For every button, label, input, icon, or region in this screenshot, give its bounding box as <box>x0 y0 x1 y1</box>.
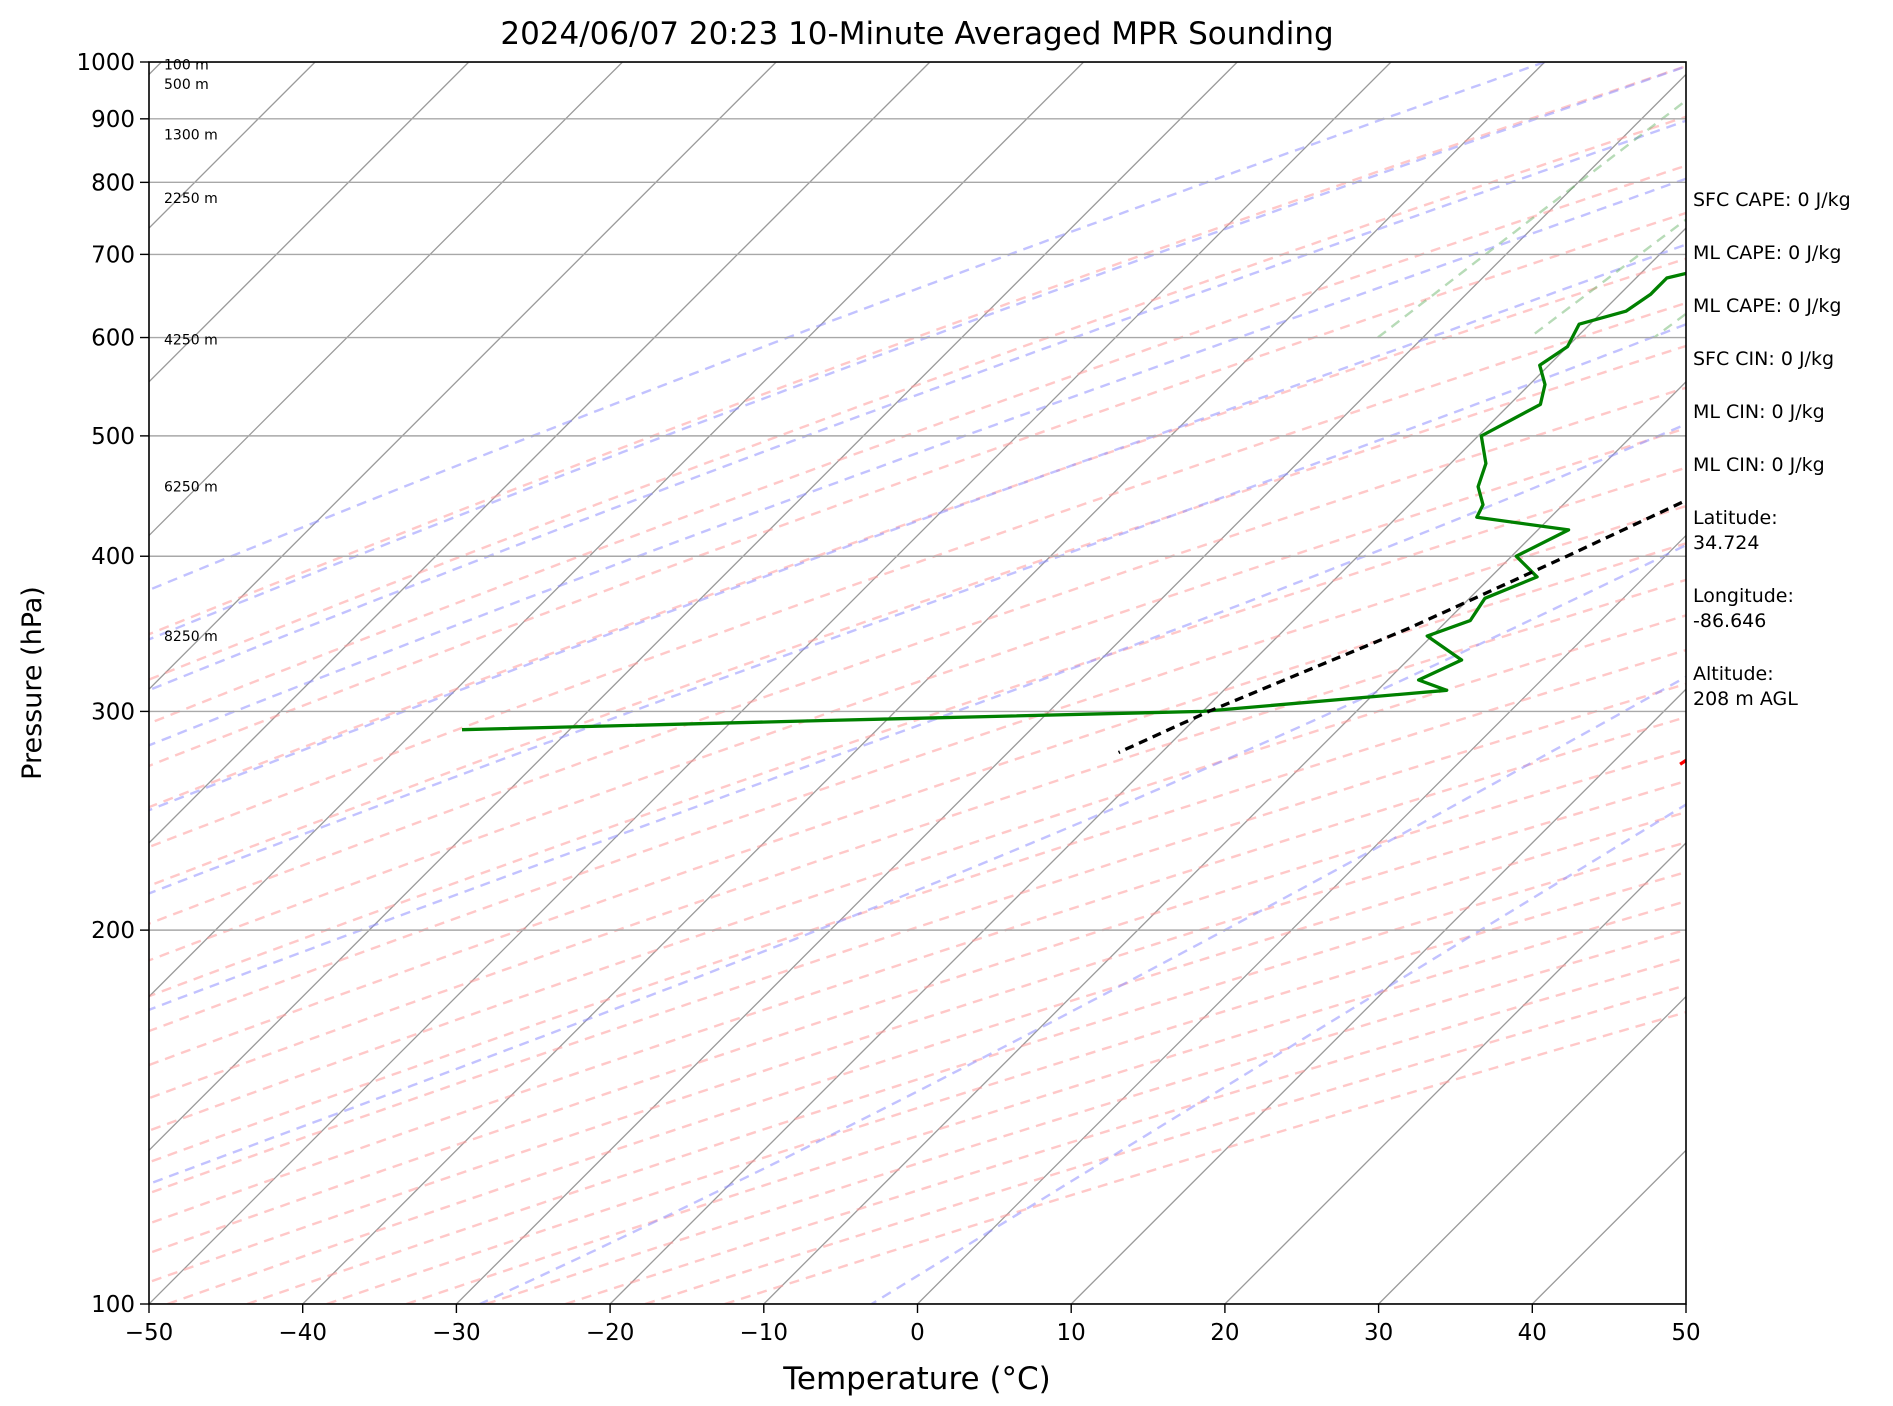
dry-adiabat-line <box>149 466 1686 998</box>
isotherm-line <box>455 73 1686 1304</box>
dry-adiabat-line <box>149 614 1686 1132</box>
height-labels: 8250 m 6250 m 4250 m 2250 m 1300 m 500 m 100 m <box>164 58 218 645</box>
dry-adiabat-line <box>149 211 1686 768</box>
stat-ml-cin: ML CIN: 0 J/kg <box>1693 401 1825 423</box>
mixing-ratio-line <box>1528 218 1686 339</box>
height-label: 2250 m <box>164 191 218 207</box>
stat-sfc-cin: SFC CIN: 0 J/kg <box>1693 348 1835 370</box>
pressure-grid <box>149 62 1686 1304</box>
chart-title: 2024/06/07 20:23 10-Minute Averaged MPR … <box>500 16 1333 52</box>
x-tick-label: −10 <box>740 1320 789 1346</box>
height-label: 500 m <box>164 77 209 93</box>
stat-ml-cin-2: ML CIN: 0 J/kg <box>1693 454 1825 476</box>
dry-adiabat-line <box>149 257 1686 809</box>
y-tick-label: 200 <box>91 918 135 944</box>
stats-panel: SFC CAPE: 0 J/kg ML CAPE: 0 J/kg ML CAPE… <box>1693 188 1888 740</box>
dry-adiabat-line <box>149 779 1686 1284</box>
y-axis-ticks: 100 200 300 400 500 600 700 800 900 1000 <box>76 50 149 1318</box>
x-tick-label: 10 <box>1057 1320 1086 1346</box>
isotherm-line <box>149 62 623 537</box>
isotherm-line <box>149 62 1392 1304</box>
moist-adiabat-line <box>149 119 1686 692</box>
x-tick-label: 40 <box>1518 1320 1547 1346</box>
x-tick-label: 20 <box>1210 1320 1239 1346</box>
stat-ml-cape: ML CAPE: 0 J/kg <box>1693 242 1842 264</box>
dry-adiabat-line <box>149 164 1686 725</box>
sounding-profiles <box>461 271 1686 766</box>
height-label: 8250 m <box>164 629 218 645</box>
stat-sfc-cape: SFC CAPE: 0 J/kg <box>1693 189 1851 211</box>
stat-altitude: Altitude: 208 m AGL <box>1693 663 1798 710</box>
isotherm-line <box>609 227 1686 1304</box>
dry-adiabat-line <box>149 301 1686 849</box>
dry-adiabat-line <box>149 344 1686 888</box>
isotherm-line <box>917 534 1686 1304</box>
height-label: 100 m <box>164 58 209 74</box>
isotherm-line <box>1070 688 1686 1304</box>
isotherm-line <box>1378 995 1686 1304</box>
moist-adiabat-line <box>149 422 1686 1012</box>
moist-adiabat-line <box>149 177 1686 747</box>
isotherm-line <box>149 62 931 844</box>
dry-adiabat-line <box>149 386 1686 925</box>
stat-longitude: Longitude: -86.646 <box>1693 585 1794 632</box>
height-label: 4250 m <box>164 332 218 348</box>
background-reference-lines <box>0 62 1686 1304</box>
isotherm-line <box>149 62 1085 998</box>
parcel-profile <box>1117 498 1686 755</box>
dewpoint-profile <box>461 271 1686 732</box>
isotherm-line <box>763 380 1686 1304</box>
y-tick-label: 400 <box>91 544 135 570</box>
moist-adiabat-line <box>149 65 1686 641</box>
x-tick-label: 0 <box>910 1320 925 1346</box>
dry-adiabat-line <box>149 715 1686 1225</box>
y-tick-label: 600 <box>91 326 135 352</box>
height-label: 1300 m <box>164 128 218 144</box>
dry-adiabat-line <box>149 64 1686 636</box>
y-tick-label: 100 <box>91 1292 135 1318</box>
moist-adiabat-line <box>149 243 1686 812</box>
x-tick-label: −30 <box>432 1320 481 1346</box>
stat-ml-cape-2: ML CAPE: 0 J/kg <box>1693 295 1842 317</box>
y-axis-label: Pressure (hPa) <box>17 586 48 780</box>
dry-adiabat-line <box>149 115 1686 681</box>
y-tick-label: 700 <box>91 242 135 268</box>
dry-adiabat-line <box>326 870 1686 1304</box>
dry-adiabat-line <box>149 504 1686 1033</box>
dry-adiabat-line <box>149 578 1686 1100</box>
dry-adiabat-line <box>149 682 1686 1195</box>
height-label: 6250 m <box>164 480 218 496</box>
y-tick-label: 800 <box>91 170 135 196</box>
x-tick-label: −20 <box>586 1320 635 1346</box>
y-tick-label: 500 <box>91 424 135 450</box>
dry-adiabat-line <box>149 648 1686 1164</box>
dry-adiabat-line <box>149 426 1686 962</box>
x-tick-label: −40 <box>278 1320 327 1346</box>
y-tick-label: 300 <box>91 699 135 725</box>
isotherm-line <box>149 62 470 383</box>
isotherm-line <box>0 62 8 1304</box>
dry-adiabat-line <box>149 542 1686 1067</box>
x-tick-label: 30 <box>1364 1320 1393 1346</box>
x-tick-label: −50 <box>125 1320 174 1346</box>
isotherm-line <box>149 62 777 691</box>
x-axis-label: Temperature (°C) <box>782 1361 1051 1397</box>
x-tick-label: 50 <box>1671 1320 1700 1346</box>
moist-adiabat-line <box>149 62 1546 592</box>
moist-adiabat-line <box>149 543 1686 1186</box>
y-tick-label: 1000 <box>76 50 135 76</box>
isotherm-line <box>1224 841 1686 1304</box>
stat-latitude: Latitude: 34.724 <box>1693 507 1778 554</box>
mixing-ratio-line <box>1377 98 1686 339</box>
y-tick-label: 900 <box>91 107 135 133</box>
moist-adiabat-line <box>149 322 1686 895</box>
isotherm-line <box>149 62 1238 1152</box>
x-axis-ticks: −50 −40 −30 −20 −10 0 10 20 30 40 50 <box>125 1304 1701 1346</box>
moist-adiabat-line <box>479 675 1686 1304</box>
